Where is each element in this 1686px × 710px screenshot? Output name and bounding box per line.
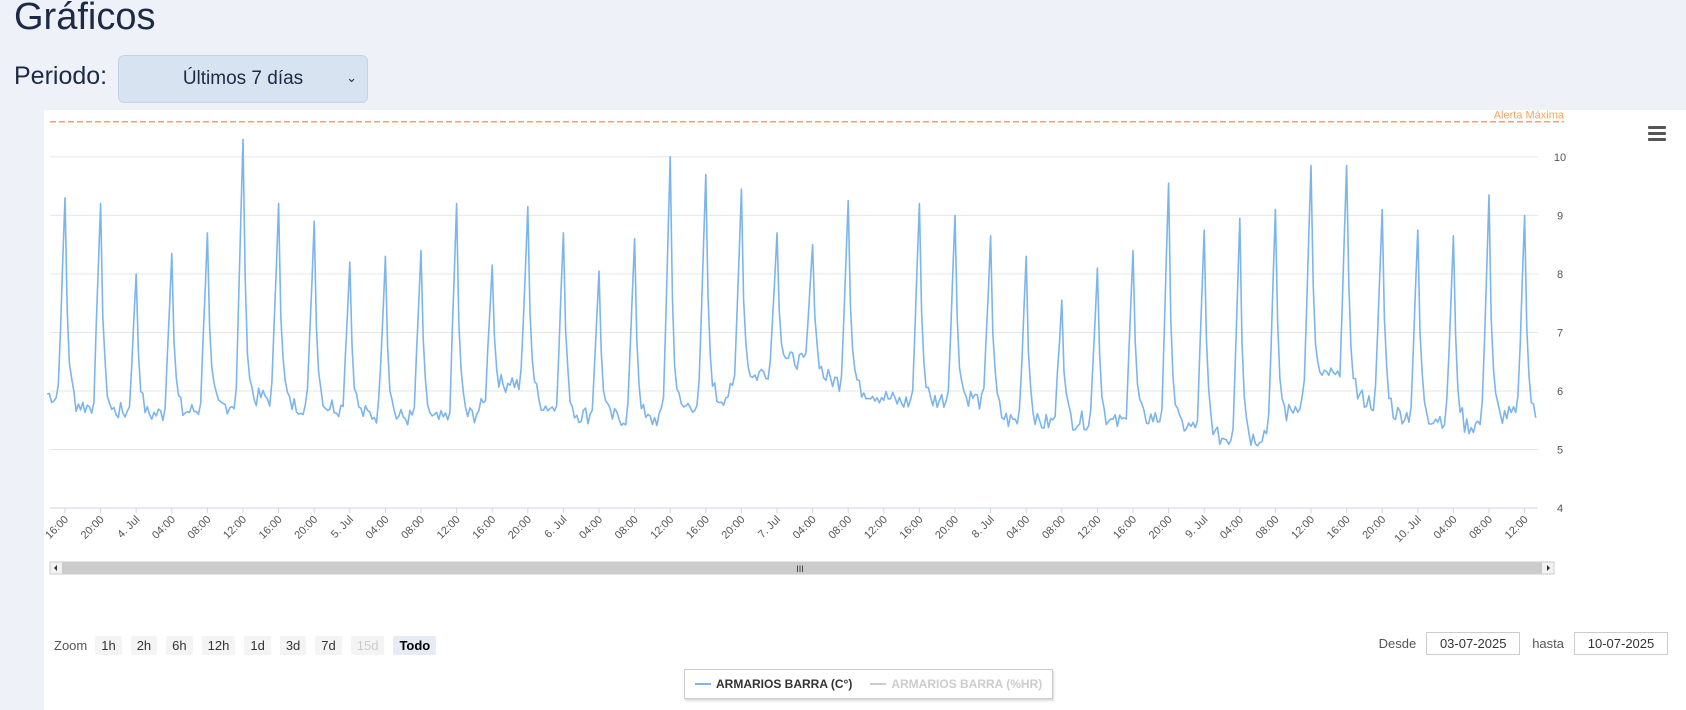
zoom-button-1d[interactable]: 1d [244, 636, 271, 655]
x-tick-label: 16:00 [898, 514, 926, 542]
x-tick-label: 04:00 [1432, 514, 1460, 542]
chart-container: 4 5 6 7 8 9 10 Alerta Máxima 16:00 20:00 4. Jul 04:… [44, 110, 1686, 710]
zoom-button-todo[interactable]: Todo [393, 636, 437, 655]
scrollbar-grip: III [796, 564, 804, 574]
x-tick-label: 16:00 [470, 514, 498, 542]
zoom-button-15d[interactable]: 15d [350, 636, 385, 655]
legend-item-humidity[interactable]: ARMARIOS BARRA (%HR) [870, 677, 1042, 691]
x-tick-label: 9. Jul [1183, 514, 1210, 541]
zoom-button-6h[interactable]: 6h [166, 636, 193, 655]
date-range: Desde 03-07-2025 hasta 10-07-2025 [1379, 632, 1668, 655]
x-tick-label: 12:00 [1503, 514, 1531, 542]
y-tick-label: 4 [1557, 503, 1563, 515]
legend-swatch [870, 683, 887, 685]
x-tick-label: 20:00 [1147, 514, 1175, 542]
x-tick-label: 04:00 [1004, 514, 1032, 542]
zoom-label: Zoom [54, 638, 88, 653]
x-tick-label: 08:00 [1040, 514, 1068, 542]
from-label: Desde [1378, 636, 1417, 651]
alert-label: Alerta Máxima [1494, 110, 1565, 122]
x-tick-label: 12:00 [648, 514, 676, 542]
x-tick-label: 5. Jul [329, 514, 356, 541]
x-tick-label: 20:00 [1360, 514, 1388, 542]
scrollbar-thumb [62, 562, 1542, 574]
page-title: Gráficos [14, 0, 156, 38]
x-tick-label: 10. Jul [1393, 514, 1424, 545]
scroll-left-arrow-icon[interactable] [54, 565, 57, 571]
x-tick-label: 16:00 [1325, 514, 1353, 542]
zoom-button-12h[interactable]: 12h [201, 636, 236, 655]
legend-label: ARMARIOS BARRA (C°) [716, 677, 853, 691]
y-tick-label: 5 [1557, 444, 1563, 456]
x-tick-label: 04:00 [150, 514, 178, 542]
chart-menu-icon[interactable] [1648, 126, 1666, 141]
period-select-value: Últimos 7 días [182, 68, 304, 89]
y-tick-label: 6 [1557, 386, 1563, 398]
x-tick-label: 08:00 [1254, 514, 1282, 542]
x-tick-label: 04:00 [577, 514, 605, 542]
period-label: Periodo: [14, 62, 108, 90]
x-tick-label: 08:00 [826, 514, 854, 542]
x-tick-label: 20:00 [79, 514, 107, 542]
x-tick-label: 7. Jul [756, 514, 783, 541]
legend-swatch [695, 683, 711, 685]
x-tick-label: 12:00 [221, 514, 249, 542]
zoom-selector: Zoom 1h 2h 6h 12h 1d 3d 7d 15d Todo [54, 636, 445, 655]
legend-item-temperature[interactable]: ARMARIOS BARRA (C°) [695, 677, 852, 691]
x-tick-label: 08:00 [186, 514, 214, 542]
x-tick-label: 04:00 [364, 514, 392, 542]
legend-label: ARMARIOS BARRA (%HR) [891, 677, 1043, 691]
x-tick-label: 08:00 [399, 514, 427, 542]
x-tick-label: 04:00 [1218, 514, 1246, 542]
x-tick-label: 04:00 [791, 514, 819, 542]
y-tick-label: 10 [1554, 152, 1566, 164]
y-tick-label: 7 [1557, 327, 1563, 339]
x-tick-label: 12:00 [1076, 514, 1104, 542]
x-tick-label: 6. Jul [542, 514, 569, 541]
y-tick-label: 9 [1557, 210, 1563, 222]
x-tick-label: 12:00 [862, 514, 890, 542]
chart-legend: ARMARIOS BARRA (C°) ARMARIOS BARRA (%HR) [684, 669, 1054, 699]
zoom-button-1h[interactable]: 1h [95, 636, 122, 655]
x-tick-label: 12:00 [1289, 514, 1317, 542]
from-date-input[interactable]: 03-07-2025 [1426, 632, 1521, 655]
x-tick-label: 16:00 [1111, 514, 1139, 542]
x-tick-label: 08:00 [613, 514, 641, 542]
x-tick-label: 8. Jul [970, 514, 997, 541]
to-label: hasta [1532, 636, 1564, 651]
period-select[interactable]: Últimos 7 días ⌄ [118, 55, 368, 103]
scroll-right-arrow-icon[interactable] [1547, 565, 1550, 571]
x-tick-label: 20:00 [933, 514, 961, 542]
chevron-down-icon: ⌄ [346, 70, 357, 85]
x-tick-label: 20:00 [506, 514, 534, 542]
y-tick-label: 8 [1557, 269, 1563, 281]
x-tick-label: 16:00 [257, 514, 285, 542]
zoom-button-2h[interactable]: 2h [130, 636, 158, 655]
x-tick-label: 20:00 [720, 514, 748, 542]
x-tick-label: 16:00 [44, 514, 71, 542]
zoom-button-7d[interactable]: 7d [315, 636, 342, 655]
x-tick-label: 20:00 [292, 514, 320, 542]
x-tick-label: 12:00 [435, 514, 463, 542]
series-line-temperature [47, 138, 1537, 447]
to-date-input[interactable]: 10-07-2025 [1574, 632, 1668, 655]
x-tick-label: 08:00 [1467, 514, 1495, 542]
x-tick-label: 16:00 [684, 514, 712, 542]
zoom-button-3d[interactable]: 3d [279, 636, 307, 655]
x-tick-label: 4. Jul [115, 514, 142, 541]
